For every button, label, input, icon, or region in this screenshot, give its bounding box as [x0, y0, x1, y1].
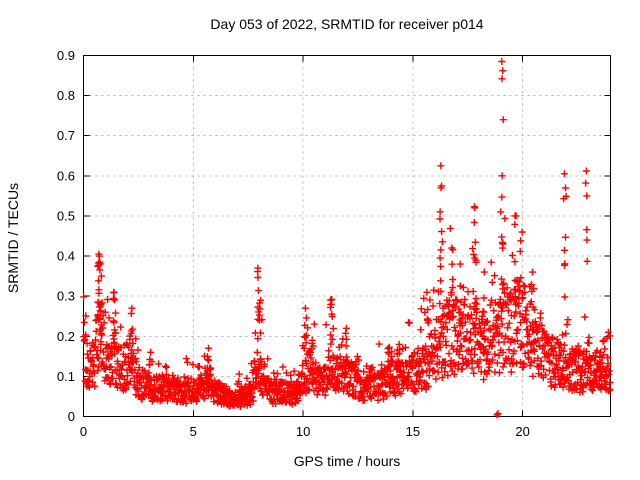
- y-tick-label: 0.9: [57, 48, 75, 63]
- grid-lines: [83, 55, 611, 417]
- y-tick-label: 0.7: [57, 128, 75, 143]
- chart-title: Day 053 of 2022, SRMTID for receiver p01…: [210, 16, 484, 32]
- y-tick-label: 0.5: [57, 208, 75, 223]
- x-tick-label: 10: [296, 424, 310, 439]
- x-tick-label: 5: [190, 424, 197, 439]
- y-tick-label: 0.1: [57, 369, 75, 384]
- x-axis-title: GPS time / hours: [293, 453, 401, 469]
- y-tick-label: 0: [68, 409, 75, 424]
- y-tick-label: 0.3: [57, 289, 75, 304]
- x-tick-label: 15: [406, 424, 420, 439]
- y-tick-label: 0.4: [57, 249, 75, 264]
- data-points: [80, 58, 614, 419]
- y-tick-label: 0.8: [57, 88, 75, 103]
- y-tick-label: 0.2: [57, 329, 75, 344]
- tick-labels: 0 5 10 15 20 0 0.1 0.2 0.3 0.4 0.5 0.6 0.7 0.8 0.9: [57, 48, 530, 439]
- axes-border: [83, 55, 611, 417]
- y-tick-label: 0.6: [57, 168, 75, 183]
- x-tick-label: 20: [515, 424, 529, 439]
- x-tick-label: 0: [80, 424, 87, 439]
